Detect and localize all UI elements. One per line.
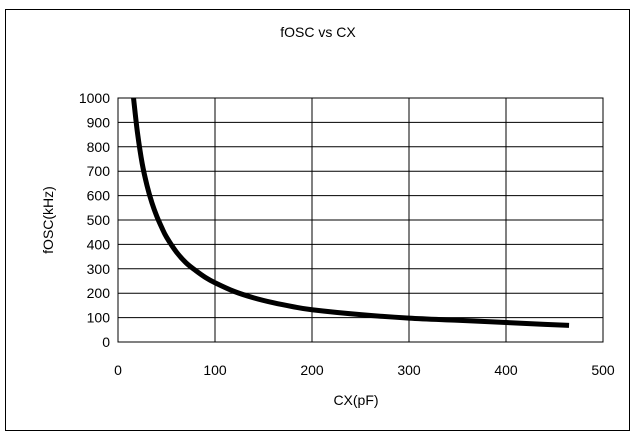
y-tick-label: 600 [87, 188, 111, 204]
grid [118, 98, 603, 342]
y-axis-label: fOSC(kHz) [40, 186, 56, 254]
x-axis-label: CX(pF) [333, 392, 378, 408]
y-tick-label: 300 [87, 261, 111, 277]
x-tick-label: 100 [203, 362, 227, 378]
y-tick-label: 900 [87, 114, 111, 130]
series-layer [131, 97, 570, 328]
chart-title: fOSC vs CX [280, 24, 356, 40]
plot-area [117, 97, 604, 343]
x-tick-label: 400 [494, 362, 518, 378]
x-tick-label: 200 [300, 362, 324, 378]
y-tick-label: 0 [102, 334, 110, 350]
series-line [131, 97, 570, 328]
y-tick-label: 800 [87, 139, 111, 155]
x-tick-label: 0 [114, 362, 122, 378]
y-tick-label: 100 [87, 310, 111, 326]
y-tick-label: 1000 [79, 90, 110, 106]
y-tick-label: 400 [87, 236, 111, 252]
y-tick-label: 700 [87, 163, 111, 179]
y-tick-label: 500 [87, 212, 111, 228]
x-axis-ticks: 0 100 200 300 400 500 [114, 362, 615, 378]
y-tick-label: 200 [87, 285, 111, 301]
y-axis-ticks: 0 100 200 300 400 500 600 700 800 900 1000 [79, 90, 110, 350]
x-tick-label: 500 [591, 362, 615, 378]
x-tick-label: 300 [397, 362, 421, 378]
